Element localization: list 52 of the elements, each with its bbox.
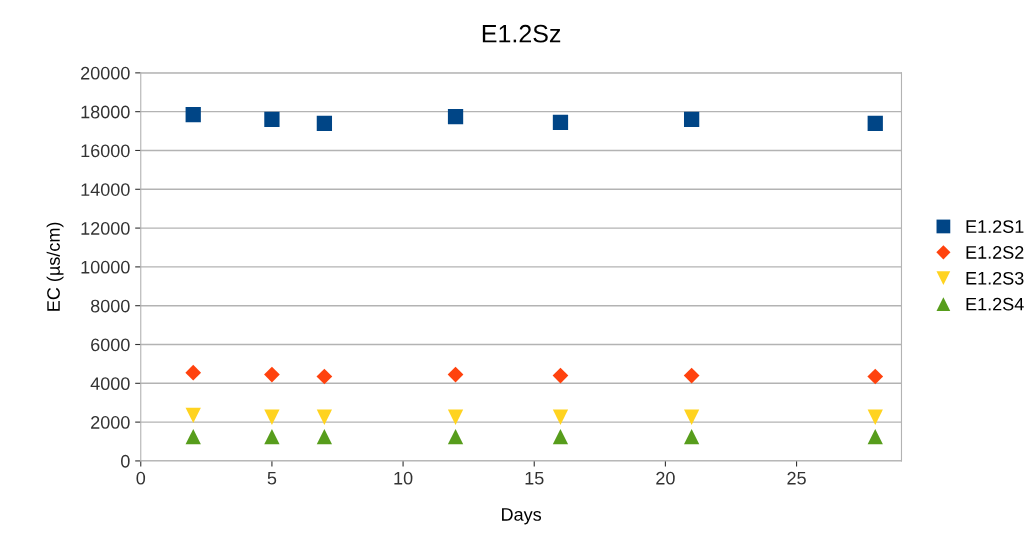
point (552, 409, 569, 425)
point (552, 429, 569, 445)
y-tick-label: 12000 (81, 222, 130, 235)
legend-label: E1.2S1 (966, 220, 1024, 233)
legend-label: E1.2S4 (966, 297, 1024, 311)
point (264, 409, 280, 425)
point (683, 367, 700, 384)
point (683, 409, 700, 425)
point (552, 114, 569, 130)
point (185, 429, 201, 445)
point (264, 366, 280, 383)
x-tick-label: 0 (136, 471, 146, 485)
chart-title: E1.2Sz (482, 24, 561, 43)
point (185, 106, 201, 123)
x-tick-label: 10 (394, 471, 413, 485)
point (316, 368, 333, 385)
point (867, 115, 883, 131)
y-tick-label: 10000 (81, 260, 130, 274)
point (867, 409, 883, 425)
y-tick-label: 8000 (90, 299, 130, 313)
point (264, 111, 280, 128)
point (447, 108, 464, 125)
legend-label: E1.2S2 (966, 246, 1024, 259)
point (447, 409, 464, 425)
y-tick-label: 6000 (91, 338, 130, 352)
y-tick-label: 4000 (90, 377, 130, 391)
x-tick-label: 15 (525, 472, 544, 485)
point (316, 115, 333, 131)
point (185, 364, 202, 381)
point (447, 429, 464, 445)
y-tick-label: 20000 (81, 66, 130, 80)
y-tick-label: 0 (121, 454, 130, 468)
x-tick-label: 5 (267, 472, 277, 485)
y-tick-label: 18000 (81, 105, 130, 119)
point (316, 429, 333, 445)
legend-label: E1.2S3 (966, 271, 1024, 285)
point (867, 368, 884, 385)
point (683, 111, 700, 128)
y-tick-label: 16000 (81, 144, 130, 158)
y-tick-label: 14000 (81, 183, 130, 196)
x-axis-title: Days (502, 508, 542, 525)
point (264, 429, 280, 445)
y-tick-label: 2000 (91, 416, 130, 429)
point (316, 409, 333, 425)
point (447, 366, 464, 383)
point (552, 367, 569, 384)
point (867, 429, 883, 445)
point (683, 429, 700, 445)
x-tick-label: 20 (656, 471, 675, 485)
y-axis-title: EC (µs/cm) (46, 222, 64, 311)
x-tick-label: 25 (787, 471, 806, 485)
point (185, 407, 201, 423)
